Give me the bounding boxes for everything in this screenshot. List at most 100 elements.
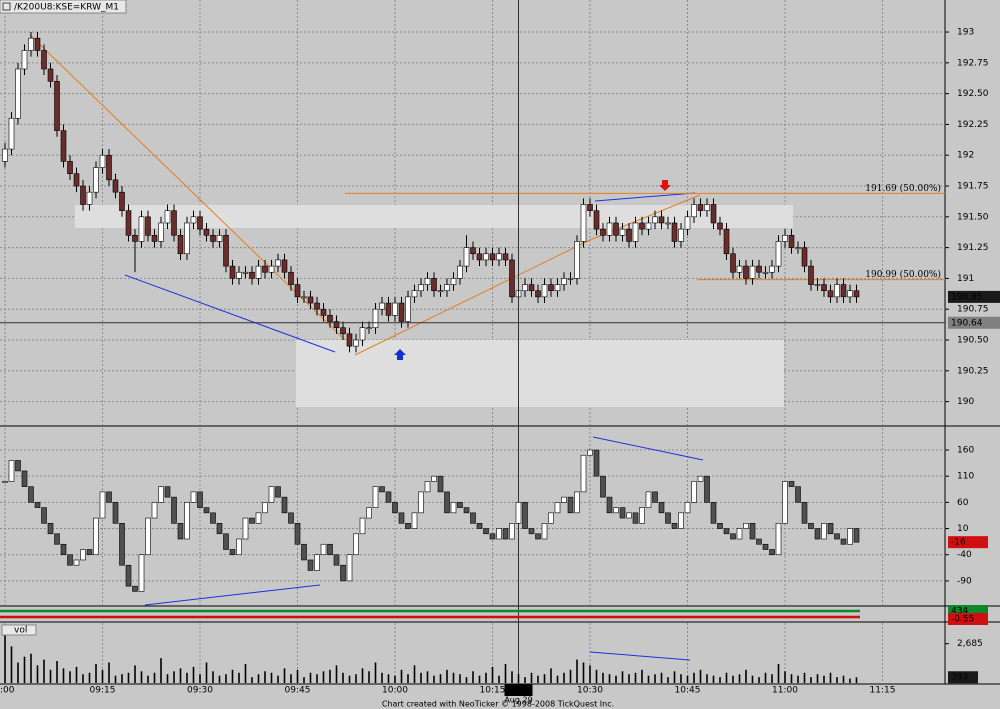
y-tick-label: 60 — [957, 498, 969, 508]
candle-body — [795, 247, 801, 249]
candle-body — [535, 290, 541, 298]
candle-body — [613, 222, 619, 236]
candle-body — [379, 302, 385, 310]
candle-body — [489, 253, 496, 261]
oscillator-candle — [294, 523, 301, 545]
candle-body — [470, 247, 476, 255]
candle-body — [457, 265, 463, 279]
candle-body — [151, 234, 158, 242]
oscillator-candle — [67, 554, 73, 566]
price-marker-label: -0.55 — [951, 615, 974, 625]
candle-body — [736, 265, 743, 273]
candle-body — [853, 290, 860, 298]
candle-body — [632, 222, 639, 242]
candle-body — [697, 204, 704, 211]
candle-body — [626, 228, 632, 242]
candle-body — [236, 271, 242, 279]
oscillator-candle — [587, 449, 593, 456]
candle-body — [346, 333, 353, 347]
oscillator-candle — [691, 481, 697, 503]
oscillator-candle — [184, 502, 190, 540]
oscillator-candle — [353, 533, 359, 556]
candle-body — [483, 253, 489, 261]
oscillator-candle — [2, 481, 8, 483]
indicator-panel — [0, 607, 945, 621]
oscillator-candle — [463, 507, 470, 514]
y-tick-label: 110 — [957, 472, 974, 482]
oscillator-candle — [242, 517, 249, 540]
candle-body — [216, 234, 223, 242]
candle-body — [476, 253, 483, 261]
candle-body — [619, 228, 626, 236]
candle-body — [704, 204, 710, 211]
candle-body — [593, 210, 600, 230]
oscillator-candle — [580, 454, 587, 493]
oscillator-candle — [431, 475, 437, 482]
y-tick-label: 190.75 — [957, 305, 989, 315]
price-marker — [948, 316, 1000, 329]
signal-arrow — [659, 180, 671, 191]
candle-body — [80, 185, 86, 205]
oscillator-candle — [177, 523, 184, 540]
candle-body — [60, 130, 67, 162]
x-tick-label: 09:45 — [285, 686, 311, 696]
candle-body — [125, 210, 132, 236]
oscillator-candle — [483, 528, 489, 535]
candle-body — [372, 308, 379, 328]
candle-body — [242, 271, 249, 274]
oscillator-candle — [762, 543, 769, 550]
y-tick-label: 2,685 — [957, 639, 983, 649]
candle-body — [99, 154, 106, 168]
y-tick-label: 191 — [957, 274, 974, 284]
candle-body — [678, 228, 684, 242]
oscillator-candle — [437, 475, 444, 493]
oscillator-candle — [275, 486, 281, 498]
candle-body — [392, 302, 398, 316]
oscillator-candle — [600, 475, 606, 498]
oscillator-candle — [366, 507, 372, 519]
candle-body — [184, 222, 190, 255]
oscillator-candle — [314, 554, 320, 571]
oscillator-candle — [424, 481, 431, 493]
oscillator-candle — [704, 475, 710, 503]
oscillator-candle — [710, 502, 717, 524]
trend-line — [29, 34, 346, 341]
oscillator-candle — [28, 486, 34, 503]
candle-body — [171, 210, 177, 236]
price-marker-label: 393 — [951, 673, 968, 683]
oscillator-candle — [411, 512, 418, 529]
candle-body — [281, 259, 288, 273]
candle-body — [658, 216, 665, 224]
candle-body — [710, 204, 717, 224]
oscillator-candle — [15, 460, 21, 472]
oscillator-candle — [723, 528, 730, 535]
candle-body — [353, 339, 359, 347]
oscillator-candle — [457, 502, 463, 508]
candle-body — [606, 222, 613, 236]
oscillator-candle — [613, 507, 619, 514]
candle-body — [567, 278, 574, 280]
divergence-line — [144, 584, 321, 606]
candle-body — [28, 37, 34, 51]
candle-body — [717, 222, 723, 230]
oscillator-candle — [41, 507, 47, 524]
candle-body — [834, 284, 840, 298]
candle-body — [600, 228, 606, 236]
candle-body — [203, 228, 210, 236]
y-tick-label: 192.50 — [957, 89, 989, 99]
candle-body — [762, 271, 769, 274]
oscillator-candle — [509, 523, 515, 540]
candle-body — [808, 265, 814, 285]
candle-body — [541, 284, 548, 298]
oscillator-candle — [736, 528, 743, 540]
oscillator-candle — [502, 528, 509, 540]
y-tick-label: 190.50 — [957, 336, 989, 346]
x-tick-label: 09:30 — [187, 686, 213, 696]
candle-body — [301, 296, 307, 299]
candle-body — [294, 284, 301, 298]
oscillator-candle — [86, 549, 93, 556]
oscillator-candle — [320, 543, 327, 556]
oscillator-candle — [398, 512, 405, 524]
candle-body — [132, 234, 138, 242]
